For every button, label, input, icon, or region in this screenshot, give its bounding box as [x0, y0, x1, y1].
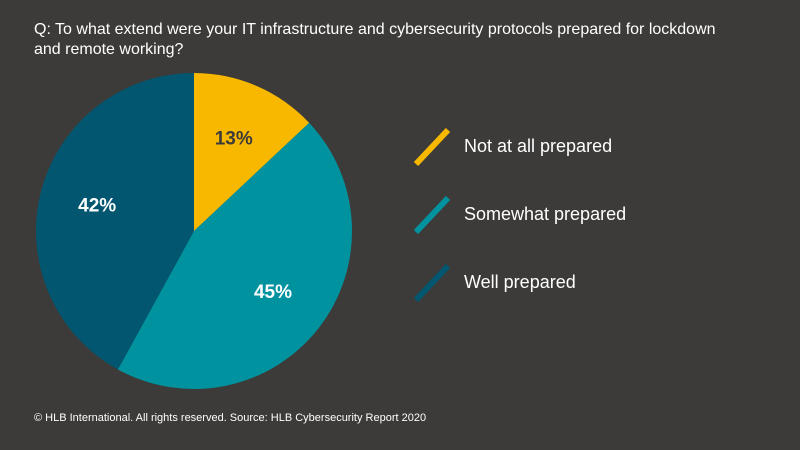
legend-label-well-prepared: Well prepared	[464, 272, 576, 292]
legend-label-somewhat-prepared: Somewhat prepared	[464, 204, 627, 224]
legend-swatch-not-at-all-prepared	[413, 127, 451, 167]
chart-question: Q: To what extend were your IT infrastru…	[34, 21, 716, 58]
legend-marker-not-at-all-prepared	[413, 127, 451, 167]
legend-swatch-somewhat-prepared	[413, 195, 451, 235]
pie-slice-somewhat-prepared	[117, 122, 352, 389]
source-footer: © HLB International. All rights reserved…	[34, 412, 427, 424]
pie-slice-not-at-all-prepared	[194, 73, 310, 231]
data-label-somewhat-prepared: 45%	[254, 282, 292, 303]
pie-slice-well-prepared	[36, 73, 195, 370]
legend-marker-somewhat-prepared	[413, 195, 451, 235]
data-label-not-at-all-prepared: 13%	[215, 129, 253, 150]
legend-swatch-well-prepared	[413, 263, 451, 303]
data-label-well-prepared: 42%	[78, 196, 116, 217]
legend-label-not-at-all-prepared: Not at all prepared	[464, 136, 613, 156]
legend-marker-well-prepared	[413, 263, 451, 303]
